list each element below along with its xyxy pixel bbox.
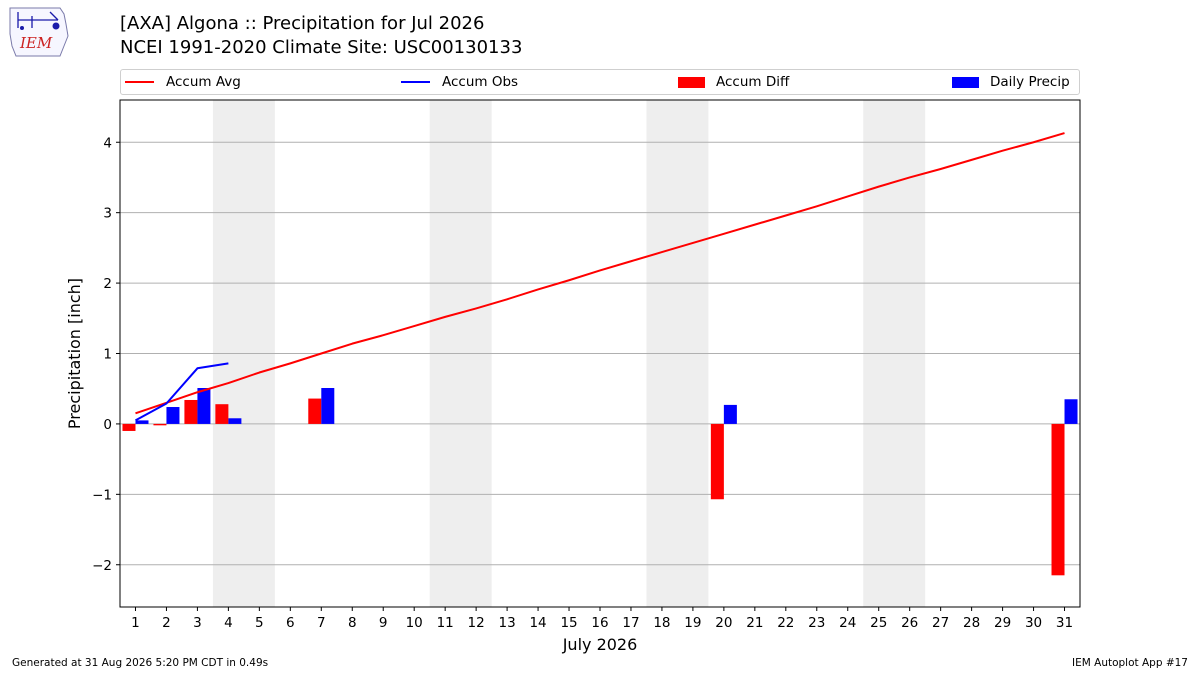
daily-precip-bar bbox=[228, 418, 242, 424]
x-tick-label: 2 bbox=[162, 615, 171, 631]
x-tick-label: 25 bbox=[870, 615, 887, 631]
x-axis-label: July 2026 bbox=[562, 635, 638, 654]
x-tick-label: 23 bbox=[808, 615, 825, 631]
x-tick-label: 3 bbox=[193, 615, 202, 631]
x-tick-label: 17 bbox=[622, 615, 639, 631]
y-tick-label: 0 bbox=[103, 417, 112, 433]
y-axis-label: Precipitation [inch] bbox=[65, 278, 84, 429]
gridlines bbox=[120, 141, 1080, 566]
x-tick-label: 22 bbox=[777, 615, 794, 631]
x-tick-label: 20 bbox=[715, 615, 732, 631]
accum-diff-bar bbox=[710, 423, 724, 500]
daily-precip-bar bbox=[135, 420, 149, 424]
chart-title: [AXA] Algona :: Precipitation for Jul 20… bbox=[120, 12, 522, 60]
legend-swatch-daily-precip bbox=[952, 76, 979, 88]
legend-label: Daily Precip bbox=[990, 74, 1070, 90]
y-tick-label: 3 bbox=[103, 206, 112, 222]
legend-item-accum-diff: Accum Diff bbox=[678, 70, 789, 94]
daily-precip-bar bbox=[723, 404, 737, 424]
accum-avg-line bbox=[135, 132, 1065, 415]
x-tick-label: 11 bbox=[437, 615, 454, 631]
x-tick-label: 14 bbox=[529, 615, 546, 631]
x-tick-label: 26 bbox=[901, 615, 918, 631]
legend: Accum Avg Accum Obs Accum Diff Daily Pre… bbox=[120, 69, 1080, 95]
x-tick-label: 15 bbox=[560, 615, 577, 631]
title-line-1: [AXA] Algona :: Precipitation for Jul 20… bbox=[120, 13, 485, 34]
x-tick-label: 21 bbox=[746, 615, 763, 631]
legend-swatch-accum-diff bbox=[678, 76, 705, 88]
x-tick-label: 31 bbox=[1056, 615, 1073, 631]
legend-item-accum-obs: Accum Obs bbox=[401, 70, 518, 94]
accum-obs-line bbox=[135, 362, 229, 422]
y-tick-label: −2 bbox=[92, 558, 112, 574]
x-tick-label: 7 bbox=[317, 615, 326, 631]
daily-precip-bar bbox=[1064, 399, 1078, 424]
y-tick-label: 2 bbox=[103, 276, 112, 292]
x-tick-label: 28 bbox=[963, 615, 980, 631]
accum-diff-bar bbox=[184, 399, 198, 424]
x-tick-label: 12 bbox=[468, 615, 485, 631]
legend-label: Accum Avg bbox=[166, 74, 241, 90]
x-tick-label: 24 bbox=[839, 615, 856, 631]
legend-swatch-accum-obs bbox=[401, 81, 430, 83]
x-tick-label: 29 bbox=[994, 615, 1011, 631]
legend-item-accum-avg: Accum Avg bbox=[125, 70, 241, 94]
accum-diff-bar bbox=[215, 404, 229, 424]
x-tick-label: 16 bbox=[591, 615, 608, 631]
accum-diff-bar bbox=[308, 398, 322, 424]
x-tick-label: 10 bbox=[406, 615, 423, 631]
daily-precip-bar bbox=[197, 388, 211, 424]
x-tick-label: 27 bbox=[932, 615, 949, 631]
title-line-2: NCEI 1991-2020 Climate Site: USC00130133 bbox=[120, 37, 523, 58]
logo-text: IEM bbox=[19, 34, 53, 52]
y-axis-ticks: −2 −1 0 1 2 3 4 bbox=[92, 135, 120, 574]
daily-precip-bar bbox=[321, 388, 335, 424]
footer-generated: Generated at 31 Aug 2026 5:20 PM CDT in … bbox=[12, 657, 269, 669]
legend-label: Accum Obs bbox=[442, 74, 519, 90]
x-tick-label: 13 bbox=[499, 615, 516, 631]
legend-item-daily-precip: Daily Precip bbox=[952, 70, 1070, 94]
x-tick-label: 4 bbox=[224, 615, 233, 631]
series-lines bbox=[135, 132, 1065, 422]
x-axis-ticks: 1 2 3 4 5 6 7 8 9 10 11 12 13 14 15 16 17 18 19 20 21 22 23 24 2… bbox=[131, 607, 1073, 631]
x-tick-label: 9 bbox=[379, 615, 388, 631]
footer-app: IEM Autoplot App #17 bbox=[1072, 657, 1188, 669]
daily-precip-bar bbox=[166, 407, 180, 424]
iem-logo: IEM bbox=[9, 7, 69, 57]
x-tick-label: 8 bbox=[348, 615, 357, 631]
x-tick-label: 1 bbox=[131, 615, 140, 631]
y-tick-label: 1 bbox=[103, 347, 112, 363]
accum-diff-bar bbox=[1051, 423, 1065, 576]
bars bbox=[122, 388, 1078, 576]
x-tick-label: 18 bbox=[653, 615, 670, 631]
x-tick-label: 5 bbox=[255, 615, 264, 631]
legend-swatch-accum-avg bbox=[125, 81, 154, 83]
accum-diff-bar bbox=[153, 423, 167, 426]
x-tick-label: 6 bbox=[286, 615, 295, 631]
legend-label: Accum Diff bbox=[716, 74, 790, 90]
y-tick-label: −1 bbox=[92, 487, 112, 503]
x-tick-label: 19 bbox=[684, 615, 701, 631]
accum-diff-bar bbox=[122, 423, 136, 431]
y-tick-label: 4 bbox=[103, 135, 112, 151]
x-tick-label: 30 bbox=[1025, 615, 1042, 631]
